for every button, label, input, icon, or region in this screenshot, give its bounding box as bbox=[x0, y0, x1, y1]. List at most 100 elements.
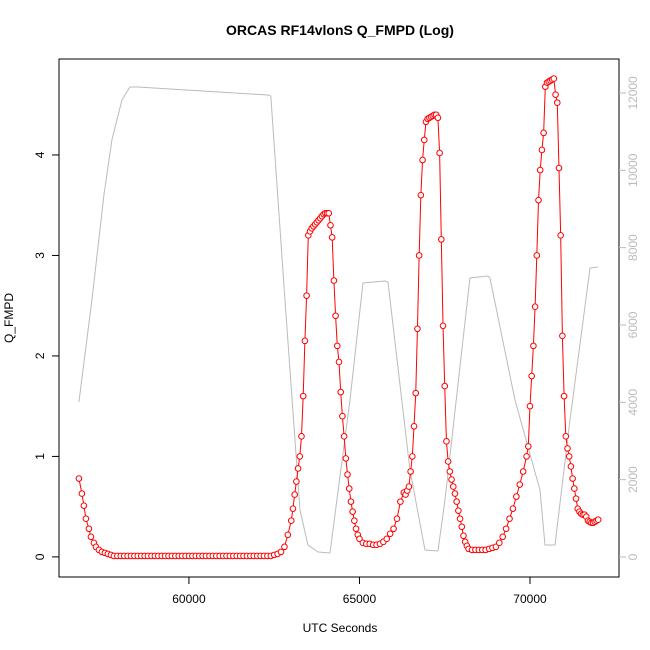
data-point bbox=[339, 412, 346, 420]
data-point bbox=[446, 468, 454, 475]
data-point bbox=[277, 548, 285, 556]
data-point bbox=[444, 458, 452, 465]
data-point bbox=[386, 530, 394, 538]
data-point bbox=[299, 392, 307, 400]
data-point bbox=[345, 485, 353, 492]
data-point bbox=[407, 468, 414, 475]
data-point bbox=[344, 471, 351, 478]
data-point bbox=[335, 358, 343, 366]
data-point bbox=[538, 146, 546, 154]
data-point bbox=[533, 252, 541, 259]
x-tick-label: 60000 bbox=[172, 592, 206, 606]
data-point bbox=[562, 433, 570, 440]
data-point bbox=[393, 515, 401, 523]
data-point bbox=[281, 543, 288, 551]
data-point bbox=[289, 505, 297, 512]
data-point bbox=[356, 535, 363, 543]
data-point bbox=[415, 252, 423, 259]
data-point bbox=[417, 191, 425, 199]
data-point bbox=[502, 525, 510, 533]
data-point bbox=[530, 342, 537, 350]
data-point bbox=[443, 438, 450, 445]
data-point bbox=[330, 277, 338, 284]
data-point bbox=[294, 465, 302, 472]
data-point bbox=[555, 164, 563, 172]
x-tick-label: 70000 bbox=[513, 592, 547, 606]
data-point bbox=[456, 515, 464, 523]
data-point bbox=[441, 382, 449, 390]
data-point bbox=[325, 209, 333, 217]
data-point bbox=[569, 475, 576, 482]
data-point bbox=[524, 443, 532, 450]
y-axis-label: Q_FMPD bbox=[2, 293, 16, 343]
data-point bbox=[328, 234, 336, 241]
data-point bbox=[513, 493, 520, 500]
data-point bbox=[410, 422, 418, 430]
data-point bbox=[553, 99, 561, 107]
data-point bbox=[439, 322, 447, 330]
data-point bbox=[492, 543, 500, 551]
data-point bbox=[82, 515, 90, 523]
data-point bbox=[535, 196, 542, 204]
data-point bbox=[303, 292, 310, 299]
data-point bbox=[550, 75, 558, 82]
data-point bbox=[523, 453, 530, 460]
data-point bbox=[453, 498, 460, 505]
y2-tick-label: 2000 bbox=[626, 466, 640, 493]
y2-tick-label: 12000 bbox=[626, 76, 640, 110]
data-point bbox=[412, 389, 420, 397]
data-point bbox=[85, 525, 93, 533]
data-point bbox=[80, 502, 88, 509]
data-point bbox=[567, 463, 575, 470]
data-point bbox=[557, 232, 564, 239]
data-point bbox=[409, 453, 416, 460]
data-point bbox=[448, 476, 455, 483]
y2-tick-label: 6000 bbox=[626, 311, 640, 338]
data-point bbox=[516, 481, 524, 488]
data-point bbox=[564, 445, 571, 452]
data-point bbox=[420, 136, 428, 144]
data-point bbox=[337, 388, 345, 396]
data-point bbox=[499, 533, 507, 541]
data-point bbox=[519, 468, 527, 475]
data-point bbox=[438, 236, 445, 243]
data-point bbox=[434, 114, 442, 122]
data-point bbox=[78, 490, 86, 497]
data-point bbox=[390, 525, 397, 533]
data-point bbox=[383, 535, 391, 543]
data-point bbox=[347, 498, 355, 505]
y-tick-label: 4 bbox=[33, 151, 47, 158]
data-point bbox=[342, 455, 350, 462]
data-point bbox=[293, 478, 300, 485]
data-point bbox=[540, 129, 547, 137]
x-axis-label: UTC Seconds bbox=[303, 621, 378, 635]
data-point bbox=[284, 531, 292, 539]
data-point bbox=[559, 332, 566, 340]
data-point bbox=[509, 505, 517, 512]
data-point bbox=[506, 515, 513, 523]
data-point bbox=[436, 149, 443, 157]
data-point bbox=[531, 303, 539, 310]
data-point bbox=[419, 156, 426, 164]
data-point bbox=[460, 532, 467, 540]
y-tick-label: 2 bbox=[33, 352, 47, 359]
data-point bbox=[298, 433, 305, 440]
y-tick-label: 3 bbox=[33, 252, 47, 259]
data-point bbox=[572, 495, 580, 502]
data-point bbox=[291, 491, 298, 498]
data-point bbox=[340, 433, 348, 440]
data-point bbox=[552, 91, 559, 98]
data-point bbox=[451, 490, 459, 497]
y2-tick-label: 0 bbox=[626, 553, 640, 560]
y2-tick-label: 10000 bbox=[626, 153, 640, 187]
data-point bbox=[455, 507, 462, 514]
data-point bbox=[405, 483, 413, 490]
data-point bbox=[332, 312, 339, 320]
data-point bbox=[495, 539, 503, 547]
x-tick-label: 65000 bbox=[343, 592, 377, 606]
data-point bbox=[349, 508, 356, 515]
data-point bbox=[571, 485, 578, 492]
data-point bbox=[327, 222, 334, 229]
data-point bbox=[87, 533, 95, 541]
